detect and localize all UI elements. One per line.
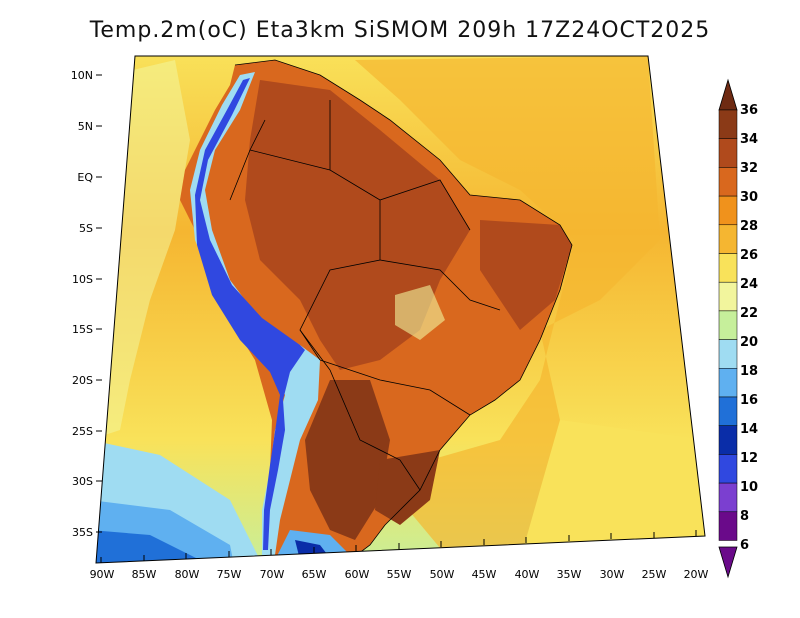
lat-label: 20S — [72, 374, 93, 387]
colorbar-label: 30 — [740, 190, 758, 205]
map-title: Temp.2m(oC) Eta3km SiSMOM 209h 17Z24OCT2… — [89, 18, 711, 43]
colorbar-swatch — [718, 253, 738, 283]
atlantic-warm — [355, 56, 705, 560]
lon-label: 75W — [217, 568, 242, 581]
colorbar-top-arrow — [718, 78, 738, 111]
lon-label: 30W — [600, 568, 625, 581]
lat-label: 5N — [78, 120, 93, 133]
lat-labels: 10N 5N EQ 5S 10S 15S 20S 25S 30S 35S — [71, 69, 94, 539]
lat-label: 35S — [72, 526, 93, 539]
colorbar: 36 34 32 30 28 26 24 22 20 18 16 14 12 1… — [718, 78, 758, 579]
colorbar-label: 32 — [740, 161, 758, 176]
colorbar-label: 12 — [740, 451, 758, 466]
lon-label: 25W — [642, 568, 667, 581]
colorbar-swatch — [718, 339, 738, 369]
colorbar-swatch — [718, 224, 738, 254]
colorbar-label: 36 — [740, 103, 758, 118]
lon-label: 20W — [684, 568, 709, 581]
lon-label: 80W — [175, 568, 200, 581]
lon-label: 90W — [90, 568, 115, 581]
colorbar-swatch — [718, 138, 738, 168]
lon-label: 55W — [387, 568, 412, 581]
lon-label: 60W — [345, 568, 370, 581]
colorbar-swatch — [718, 281, 738, 312]
colorbar-label: 10 — [740, 480, 758, 495]
country-borders — [229, 59, 573, 561]
lat-label: 25S — [72, 425, 93, 438]
lat-label: EQ — [77, 171, 93, 184]
lat-ticks — [96, 74, 102, 533]
lon-label: 70W — [260, 568, 285, 581]
lon-ticks — [100, 530, 697, 563]
lon-label: 65W — [302, 568, 327, 581]
central-plateau-mild — [395, 285, 445, 340]
colorbar-label: 22 — [740, 306, 758, 321]
andes-cold — [195, 78, 305, 550]
map-domain — [96, 56, 705, 563]
colorbar-swatch — [718, 195, 738, 226]
colorbar-label: 14 — [740, 422, 758, 437]
lon-labels: 90W 85W 80W 75W 70W 65W 60W 55W 50W 45W … — [90, 568, 709, 581]
colorbar-label: 8 — [740, 509, 749, 524]
colorbar-swatch — [718, 396, 738, 426]
northeast-hot — [480, 220, 572, 330]
south-atlantic-mild — [520, 420, 705, 560]
lon-label: 45W — [472, 568, 497, 581]
lat-label: 15S — [72, 323, 93, 336]
colorbar-swatch — [718, 167, 738, 197]
colorbar-label: 18 — [740, 364, 758, 379]
lat-label: 5S — [79, 222, 93, 235]
colorbar-swatch — [718, 109, 738, 139]
lon-label: 50W — [430, 568, 455, 581]
colorbar-label: 6 — [740, 538, 749, 553]
chaco-hottest — [305, 380, 390, 540]
lat-label: 10S — [72, 273, 93, 286]
colorbar-swatch — [718, 482, 738, 513]
lon-label: 85W — [132, 568, 157, 581]
colorbar-swatch — [718, 454, 738, 484]
colorbar-swatch — [718, 368, 738, 398]
colorbar-label: 34 — [740, 132, 758, 147]
lat-label: 10N — [71, 69, 93, 82]
colorbar-label: 16 — [740, 393, 758, 408]
colorbar-swatch — [718, 511, 738, 541]
colorbar-label: 24 — [740, 277, 758, 292]
colorbar-label: 20 — [740, 335, 758, 350]
uruguay-hot — [375, 450, 440, 525]
colorbar-swatch — [718, 310, 738, 340]
colorbar-label: 26 — [740, 248, 758, 263]
colorbar-bottom-arrow — [718, 546, 738, 579]
colorbar-swatch — [718, 425, 738, 455]
lon-label: 40W — [515, 568, 540, 581]
lat-label: 30S — [72, 475, 93, 488]
lon-label: 35W — [557, 568, 582, 581]
colorbar-label: 28 — [740, 219, 758, 234]
map-frame — [95, 55, 706, 564]
